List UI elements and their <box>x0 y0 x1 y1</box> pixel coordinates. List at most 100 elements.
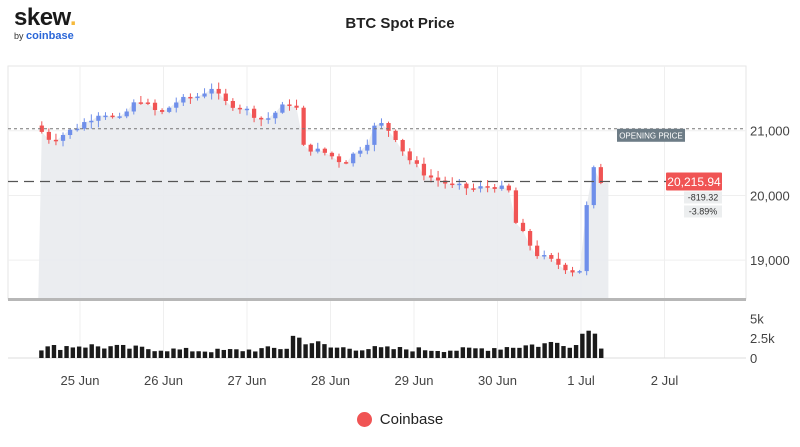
volume-bar <box>45 346 50 358</box>
x-tick-label: 1 Jul <box>567 373 595 388</box>
x-tick-label: 30 Jun <box>478 373 517 388</box>
volume-bar <box>573 345 579 358</box>
change-pct-box <box>684 205 722 218</box>
candle <box>379 123 384 126</box>
volume-bar <box>580 333 585 358</box>
x-tick-label: 28 Jun <box>311 373 350 388</box>
volume-bar <box>127 348 132 358</box>
volume-bar <box>202 351 208 358</box>
volume-bar <box>548 341 554 358</box>
opening-price-tag <box>617 128 685 142</box>
volume-bar <box>448 350 453 358</box>
candle <box>365 144 370 151</box>
candle <box>407 151 412 161</box>
candle <box>152 102 158 111</box>
volume-bar <box>378 347 384 358</box>
candle <box>478 186 483 189</box>
volume-bar <box>460 347 466 358</box>
y-tick-label: 19,000 <box>750 253 790 268</box>
volume-bar <box>146 349 151 358</box>
volume-bar <box>196 351 201 358</box>
candle <box>527 231 533 246</box>
candle <box>584 205 589 272</box>
candle <box>471 188 476 190</box>
volume-bar <box>473 348 478 358</box>
volume-bar <box>234 349 239 358</box>
volume-bar <box>372 346 377 358</box>
volume-bar <box>347 348 352 358</box>
volume-bar <box>76 346 82 358</box>
candle <box>492 187 497 189</box>
y-tick-label: 21,000 <box>750 124 790 139</box>
candle <box>188 96 193 99</box>
candle <box>428 175 434 178</box>
volume-bar <box>322 344 327 358</box>
volume-bar <box>385 346 390 358</box>
logo-brand: coinbase <box>26 30 74 42</box>
volume-bar <box>542 343 547 358</box>
volume-bar <box>416 347 422 358</box>
candle <box>39 125 44 132</box>
candle <box>294 105 299 108</box>
logo-wordmark: skew <box>14 4 70 31</box>
x-tick-label: 2 Jul <box>651 373 679 388</box>
candle <box>485 186 490 188</box>
candle <box>351 153 356 164</box>
last-price-label: 20,215.94 <box>667 175 721 189</box>
candle <box>131 102 136 112</box>
volume-bar <box>95 346 101 358</box>
candle <box>237 107 243 110</box>
candle <box>259 117 264 120</box>
candle <box>75 128 80 131</box>
volume-bar <box>567 347 572 358</box>
candle <box>138 102 143 104</box>
volume-bar <box>183 347 189 358</box>
price-area-fill <box>38 88 609 300</box>
candle <box>393 130 398 141</box>
legend[interactable]: Coinbase <box>0 411 800 428</box>
candle <box>336 156 342 163</box>
change-abs-label: -819.32 <box>688 192 719 202</box>
candle <box>549 255 554 259</box>
candle <box>167 107 172 112</box>
candle <box>591 167 596 206</box>
candle <box>110 115 115 118</box>
candle <box>520 222 526 232</box>
skew-logo[interactable]: skew. by coinbase <box>14 4 77 42</box>
panel-separator <box>8 298 746 301</box>
volume-bar <box>360 350 365 358</box>
volume-bar <box>599 348 604 358</box>
volume-bar <box>341 347 346 358</box>
volume-bar <box>592 333 598 358</box>
candle <box>315 148 320 152</box>
volume-bar <box>315 341 321 358</box>
candle <box>89 120 94 123</box>
volume-bar <box>108 346 113 358</box>
volume-bar <box>278 349 283 358</box>
candle <box>556 258 561 265</box>
candle <box>570 270 575 273</box>
candle <box>216 88 221 94</box>
volume-bar <box>454 350 459 358</box>
candle <box>117 116 122 118</box>
volume-bar <box>284 348 289 358</box>
volume-bar <box>51 345 57 358</box>
candle <box>266 118 271 120</box>
candle <box>598 167 603 183</box>
volume-bar <box>83 347 88 358</box>
volume-bar <box>246 349 252 358</box>
candle <box>280 104 285 113</box>
volume-bar <box>221 349 227 358</box>
legend-label: Coinbase <box>379 411 444 428</box>
volume-bar <box>259 348 264 358</box>
volume-bar <box>466 347 472 358</box>
candle <box>542 255 547 257</box>
volume-bar <box>479 348 484 358</box>
candle <box>103 115 108 118</box>
volume-bar <box>139 346 145 358</box>
candle <box>506 185 511 191</box>
volume-bar <box>58 349 63 358</box>
volume-bar <box>529 344 535 358</box>
x-tick-label: 27 Jun <box>227 373 266 388</box>
